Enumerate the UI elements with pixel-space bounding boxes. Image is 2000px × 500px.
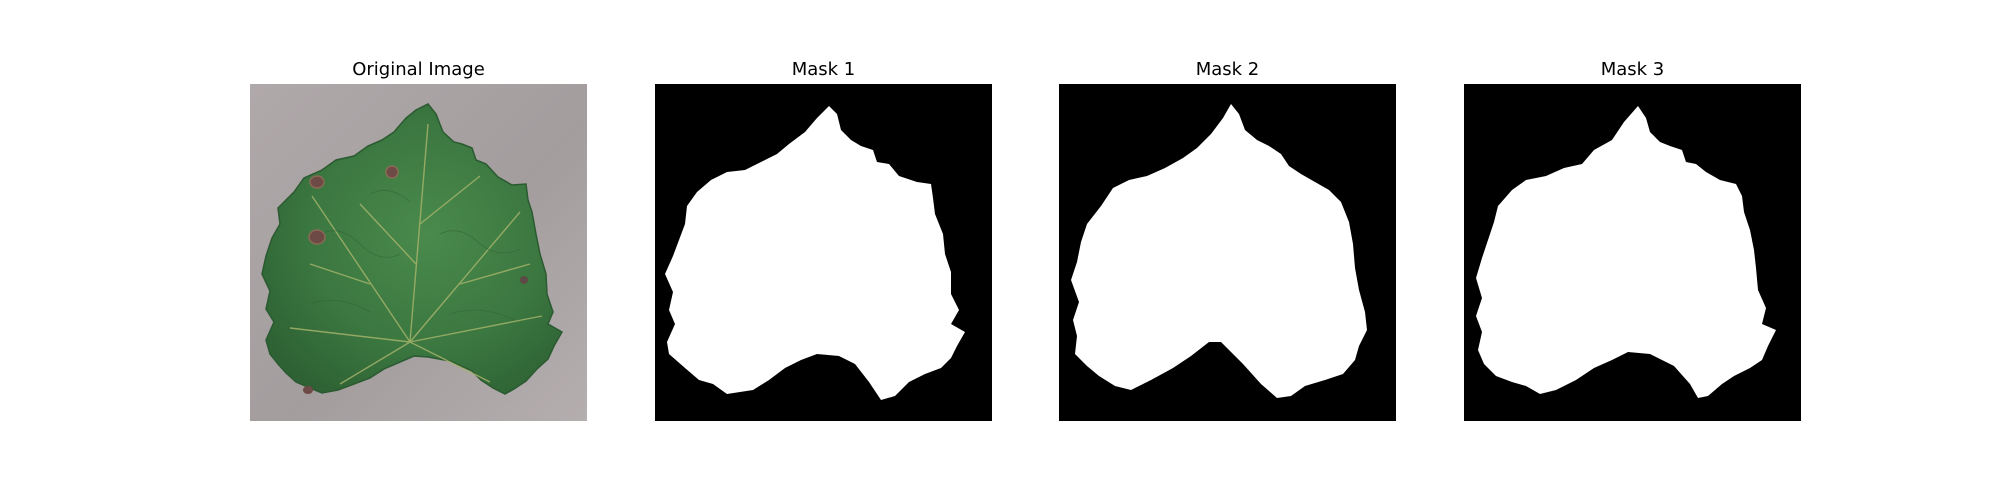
panel-title: Mask 3 bbox=[1600, 59, 1665, 80]
mask-region bbox=[665, 106, 965, 400]
mask-region bbox=[1071, 104, 1367, 398]
panel-mask-2: Mask 2 bbox=[1059, 0, 1396, 500]
mask-image bbox=[655, 84, 992, 421]
panel-title: Mask 2 bbox=[1195, 59, 1260, 80]
panel-title: Original Image bbox=[352, 59, 485, 80]
leaf bbox=[261, 103, 564, 395]
leaf-lesions bbox=[303, 165, 528, 394]
mask-image bbox=[1059, 84, 1396, 421]
mask-region bbox=[1476, 106, 1776, 398]
panel-mask-3: Mask 3 bbox=[1464, 0, 1801, 500]
leaf-photo bbox=[250, 84, 587, 421]
mask-image bbox=[1464, 84, 1801, 421]
panel-title: Mask 1 bbox=[791, 59, 856, 80]
leaf-texture bbox=[309, 190, 521, 321]
leaf-veins bbox=[289, 123, 543, 385]
panel-original-image: Original Image bbox=[250, 0, 587, 500]
panel-mask-1: Mask 1 bbox=[655, 0, 992, 500]
